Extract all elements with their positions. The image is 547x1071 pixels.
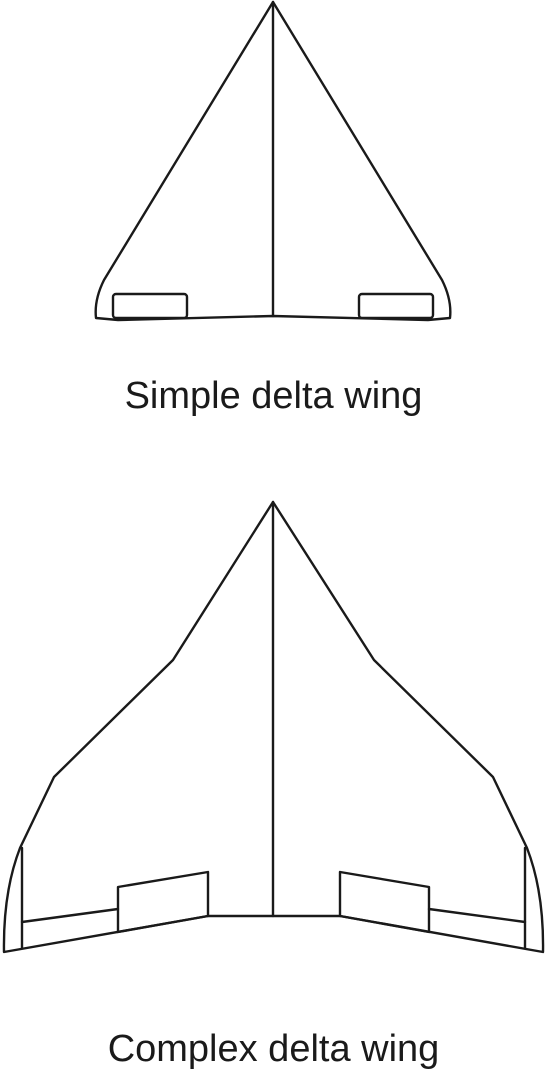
simple-delta-wing (94, 0, 452, 322)
simple-wing-left-elevon (111, 292, 189, 320)
caption-complex-delta-wing: Complex delta wing (107, 1028, 440, 1070)
complex-wing-left-inboard-elevon (116, 870, 210, 934)
complex-wing-left-flap-line (20, 907, 120, 924)
complex-wing-right-flap-line (427, 907, 527, 924)
caption-simple-delta-wing: Simple delta wing (124, 375, 423, 417)
simple-wing-right-elevon (357, 292, 435, 320)
complex-delta-wing (2, 500, 545, 954)
complex-wing-right-inboard-elevon (338, 870, 431, 934)
